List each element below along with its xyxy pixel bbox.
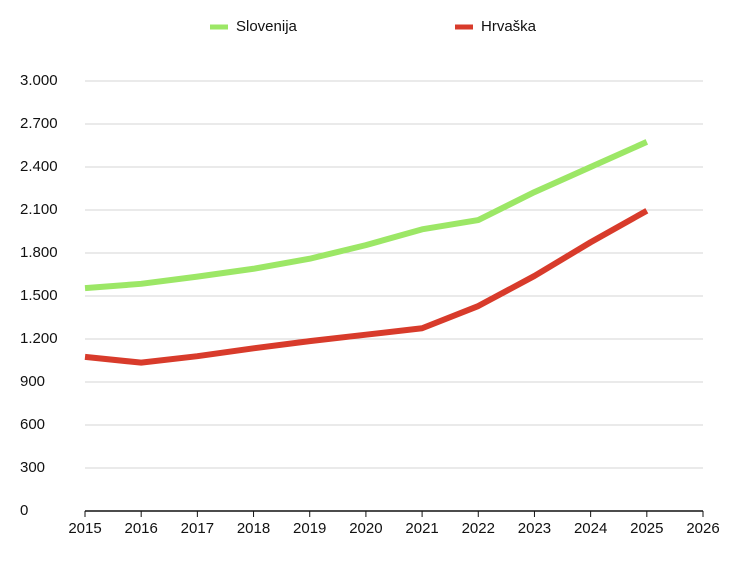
x-tick-label: 2024 bbox=[574, 520, 607, 537]
x-tick-label: 2020 bbox=[349, 520, 382, 537]
y-tick-label: 2.400 bbox=[20, 158, 58, 175]
x-tick-label: 2021 bbox=[405, 520, 438, 537]
y-tick-label: 1.500 bbox=[20, 287, 58, 304]
y-tick-label: 300 bbox=[20, 459, 45, 476]
legend-label: Hrvaška bbox=[481, 18, 537, 35]
x-tick-label: 2015 bbox=[68, 520, 101, 537]
x-tick-label: 2022 bbox=[462, 520, 495, 537]
series-line bbox=[84, 139, 649, 292]
x-tick-label: 2018 bbox=[237, 520, 270, 537]
series-line bbox=[84, 208, 649, 366]
y-tick-label: 0 bbox=[20, 502, 28, 519]
y-tick-label: 1.800 bbox=[20, 244, 58, 261]
x-tick-label: 2017 bbox=[181, 520, 214, 537]
y-tick-label: 2.100 bbox=[20, 201, 58, 218]
y-tick-label: 600 bbox=[20, 416, 45, 433]
y-tick-label: 1.200 bbox=[20, 330, 58, 347]
x-tick-label: 2019 bbox=[293, 520, 326, 537]
y-tick-label: 3.000 bbox=[20, 72, 58, 89]
x-tick-label: 2023 bbox=[518, 520, 551, 537]
y-tick-label: 900 bbox=[20, 373, 45, 390]
x-tick-label: 2026 bbox=[686, 520, 719, 537]
y-tick-label: 2.700 bbox=[20, 115, 58, 132]
legend-label: Slovenija bbox=[236, 18, 298, 35]
x-tick-label: 2016 bbox=[124, 520, 157, 537]
x-tick-label: 2025 bbox=[630, 520, 663, 537]
